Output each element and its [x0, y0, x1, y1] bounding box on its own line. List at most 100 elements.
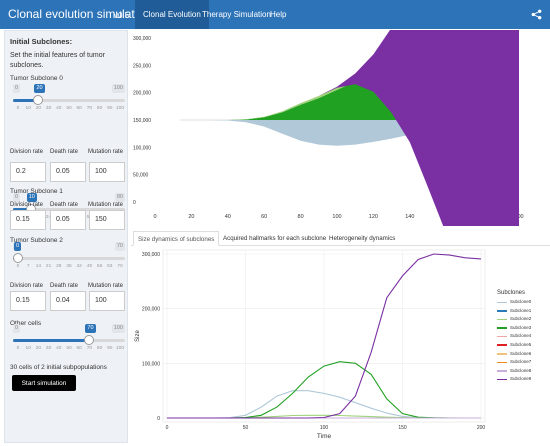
- subclone2-mutation-rate-input[interactable]: 100: [89, 291, 125, 311]
- slider-tick-label: 56: [96, 264, 103, 269]
- mutation-rate-label: Mutation rate: [88, 202, 124, 208]
- slider-tick-label: 21: [45, 264, 52, 269]
- legend-item: Subclone2: [497, 315, 547, 324]
- legend-label: Subclone4: [510, 333, 532, 339]
- slider-value: 20: [34, 84, 45, 93]
- slider-ticks: 0 7 14 21 28 35 42 49 56 63 70: [13, 264, 125, 272]
- slider-tick-label: 10: [25, 106, 31, 111]
- muller-band-subclone9: [180, 30, 519, 226]
- slider-tick-label: 20: [35, 346, 42, 351]
- legend-title: Subclones: [497, 290, 526, 296]
- size-dynamics-chart: 0 100,000 200,000 300,000 0 50 100 150 200 Time Si…: [135, 249, 486, 440]
- slider-value: 70: [85, 324, 96, 333]
- tab-help[interactable]: Help: [270, 10, 287, 19]
- division-rate-label: Division rate: [10, 149, 44, 155]
- subclone0-death-rate-input[interactable]: 0.05: [50, 162, 86, 182]
- x-tick-label: 150: [398, 425, 407, 431]
- legend-label: Subclone9: [510, 376, 532, 382]
- y-tick-label: 200,000: [133, 91, 151, 97]
- slider-tick-label: 24: [45, 215, 52, 220]
- subclone2-division-rate-input[interactable]: 0.15: [10, 291, 46, 311]
- subclone2-death-rate-input[interactable]: 0.04: [50, 291, 86, 311]
- slider-tick-label: 7: [26, 264, 30, 269]
- legend-label: Subclone7: [510, 359, 532, 365]
- slider-tick-label: 70: [86, 346, 93, 351]
- subclone0-mutation-rate-input[interactable]: 100: [89, 162, 125, 182]
- slider-tick-label: 60: [76, 346, 82, 351]
- slider-min: 0: [13, 84, 21, 93]
- slider-max: 100: [111, 324, 125, 333]
- x-tick-label: 40: [225, 214, 231, 220]
- legend-item: Subclone1: [497, 307, 547, 316]
- slider-tick-label: 90: [107, 106, 113, 111]
- division-rate-label: Division rate: [10, 283, 44, 289]
- legend-label: Subclone5: [510, 341, 532, 347]
- legend-swatch: [497, 327, 507, 329]
- legend-label: Subclone0: [510, 299, 532, 304]
- x-tick-label: 50: [243, 425, 249, 431]
- death-rate-label: Death rate: [50, 283, 79, 289]
- y-tick-label: 300,000: [142, 252, 160, 258]
- y-tick-label: 200,000: [142, 307, 160, 313]
- y-tick-label: 150,000: [133, 118, 151, 124]
- slider-tick-label: 10: [25, 346, 31, 351]
- result-tabs: Size dynamics of subclones Acquired hall…: [131, 231, 550, 246]
- slider-tick-label: 80: [96, 106, 103, 111]
- tab-therapy-simulation[interactable]: Therapy Simulation: [202, 10, 271, 19]
- slider-tick-label: 20: [35, 106, 42, 111]
- other-cells-slider[interactable]: 0 100 70 0 10 20 30 40 50 60 70 80 90 100: [13, 324, 125, 351]
- slider-tick-label: 42: [76, 264, 82, 269]
- legend-swatch: [497, 370, 507, 372]
- y-axis-label: Size: [135, 330, 141, 342]
- slider-max: 80: [114, 193, 125, 202]
- slider-tick-label: 100: [115, 106, 125, 111]
- slider-tick-label: 28: [56, 264, 62, 269]
- slider-fill: [13, 339, 90, 342]
- y-tick-label: 300,000: [133, 36, 151, 42]
- slider-tick-label: 50: [66, 346, 72, 351]
- legend-swatch: [497, 310, 507, 312]
- subclone1-division-rate-input[interactable]: 0.15: [10, 210, 46, 230]
- slider-handle[interactable]: [84, 335, 95, 345]
- slider-track[interactable]: [13, 208, 125, 211]
- legend-item: Subclone6: [497, 350, 547, 359]
- navbar: Clonal evolution simulation v0.5 Clonal …: [0, 0, 550, 29]
- death-rate-label: Death rate: [50, 149, 79, 155]
- start-simulation-button[interactable]: Start simulation: [12, 375, 76, 391]
- slider-tick-label: 35: [66, 264, 72, 269]
- slider-track[interactable]: [13, 99, 125, 102]
- subclone2-label: Tumor Subclone 2: [10, 237, 63, 244]
- app-title[interactable]: Clonal evolution simulation: [8, 7, 151, 21]
- legend-swatch: [497, 344, 507, 346]
- series-line-subclone9: [167, 253, 482, 419]
- y-tick-label: 100,000: [142, 361, 160, 367]
- slider-handle[interactable]: [33, 95, 44, 105]
- subclone1-death-rate-input[interactable]: 0.05: [50, 210, 86, 230]
- legend-item: Subclone8: [497, 367, 547, 376]
- slider-fill: [13, 99, 39, 102]
- slider-max: 70: [114, 242, 125, 251]
- other-cells-label: Other cells: [10, 320, 42, 327]
- subclone0-slider[interactable]: 0 100 20 0 10 20 30 40 50 60 70 80 90 100: [13, 84, 125, 114]
- x-tick-label: 0: [166, 425, 169, 431]
- subclone0-division-rate-input[interactable]: 0.2: [10, 162, 46, 182]
- x-tick-label: 20: [188, 214, 194, 220]
- subclone1-mutation-rate-input[interactable]: 150: [89, 210, 125, 230]
- slider-ticks: 0 10 20 30 40 50 60 70 80 90 100: [13, 106, 125, 114]
- y-tick-label: 50,000: [133, 173, 149, 179]
- slider-handle[interactable]: [13, 253, 23, 263]
- death-rate-label: Death rate: [50, 202, 79, 208]
- legend-item: Subclone4: [497, 332, 547, 341]
- slider-track[interactable]: [13, 257, 125, 260]
- slider-tick-label: 49: [86, 264, 93, 269]
- slider-min: 0: [13, 324, 21, 333]
- legend-label: Subclone8: [510, 367, 532, 373]
- tab-size-dynamics[interactable]: Size dynamics of subclones: [133, 231, 220, 246]
- slider-tick-label: 63: [107, 264, 113, 269]
- x-tick-label: 100: [320, 425, 329, 431]
- tab-clonal-evolution[interactable]: Clonal Evolution: [135, 0, 209, 29]
- tab-heterogeneity-dynamics[interactable]: Heterogeneity dynamics: [329, 235, 396, 242]
- tab-acquired-hallmarks[interactable]: Acquired hallmarks for each subclone: [223, 235, 327, 242]
- share-icon[interactable]: [531, 9, 542, 20]
